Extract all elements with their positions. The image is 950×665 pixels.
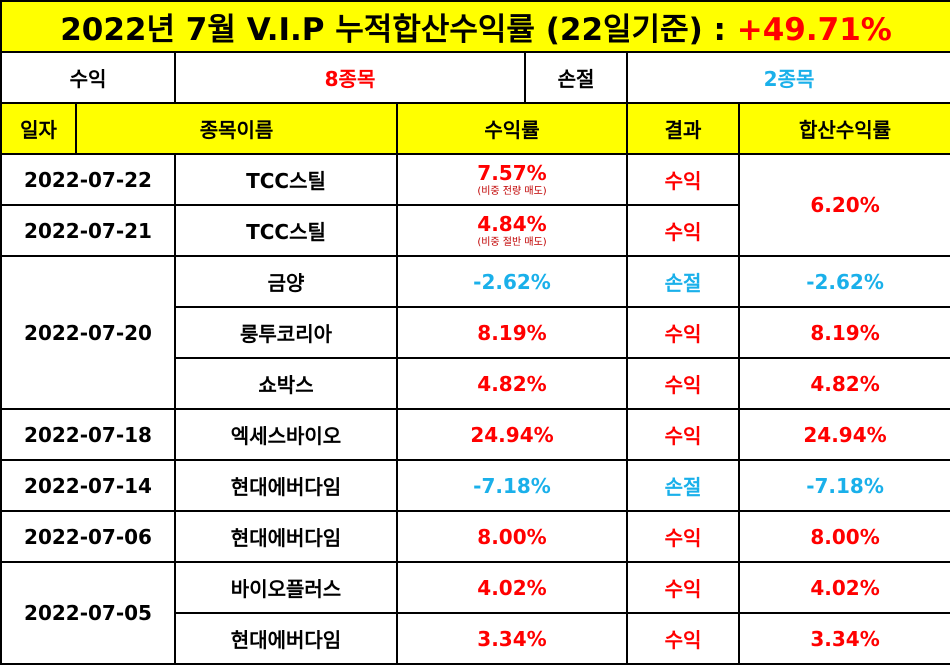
table-row: 2022-07-20 금양 -2.62% 손절 -2.62% — [0, 255, 950, 410]
row-result: 수익 — [626, 153, 740, 206]
summary-row: 수익 8종목 손절 2종목 — [0, 51, 950, 104]
row-combined: 8.00% — [737, 510, 950, 563]
table-row: 2022-07-22 TCC스틸 7.57% (비중 전량 매도) 수익 6.2… — [0, 153, 950, 257]
table-row: 2022-07-06 현대에버다임 8.00% 수익 8.00% — [0, 510, 950, 563]
row-name: 현대에버다임 — [174, 459, 398, 512]
row-name: 금양 — [174, 255, 398, 308]
row-combined: -2.62% — [737, 255, 950, 308]
table-row: 2022-07-14 현대에버다임 -7.18% 손절 -7.18% — [0, 459, 950, 512]
row-name: 현대에버다임 — [174, 510, 398, 563]
row-name: 쇼박스 — [174, 357, 398, 410]
row-date: 2022-07-14 — [0, 459, 176, 512]
header-date: 일자 — [0, 102, 77, 155]
row-combined: -7.18% — [737, 459, 950, 512]
row-date: 2022-07-18 — [0, 408, 176, 461]
row-rate: 8.00% — [396, 510, 628, 563]
title-text: 2022년 7월 V.I.P 누적합산수익률 (22일기준) : — [60, 12, 737, 48]
row-name: 현대에버다임 — [174, 612, 398, 665]
row-result: 수익 — [626, 612, 740, 665]
header-row: 일자 종목이름 수익률 결과 합산수익률 — [0, 102, 950, 155]
header-result: 결과 — [626, 102, 740, 155]
header-combined: 합산수익률 — [737, 102, 950, 155]
row-result: 수익 — [626, 204, 740, 257]
row-rate: 8.19% — [396, 306, 628, 359]
row-name: TCC스틸 — [174, 153, 398, 206]
row-date: 2022-07-06 — [0, 510, 176, 563]
header-name: 종목이름 — [75, 102, 398, 155]
table-row: 2022-07-05 바이오플러스 4.02% 수익 4.02% — [0, 561, 950, 665]
row-rate: 4.02% — [396, 561, 628, 614]
row-rate-note: (비중 절반 매도) — [477, 236, 547, 248]
row-rate: 7.57% — [477, 160, 547, 185]
page-title: 2022년 7월 V.I.P 누적합산수익률 (22일기준) : +49.71% — [0, 0, 950, 53]
profit-count: 8종목 — [174, 51, 526, 104]
total-return: +49.71% — [736, 12, 892, 48]
row-combined: 4.82% — [737, 357, 950, 410]
table-row: 룽투코리아 8.19% 수익 8.19% — [1, 306, 950, 359]
row-combined: 24.94% — [737, 408, 950, 461]
row-result: 손절 — [626, 255, 740, 308]
row-combined: 4.02% — [737, 561, 950, 614]
row-rate: -2.62% — [396, 255, 628, 308]
header-rate: 수익률 — [396, 102, 628, 155]
table-row: 2022-07-21 TCC스틸 4.84% (비중 절반 매도) 수익 — [0, 204, 950, 257]
profit-label: 수익 — [0, 51, 176, 104]
row-result: 수익 — [626, 357, 740, 410]
row-result: 손절 — [626, 459, 740, 512]
row-date: 2022-07-21 — [0, 204, 176, 257]
row-date: 2022-07-20 — [0, 255, 176, 410]
row-rate: -7.18% — [396, 459, 628, 512]
row-result: 수익 — [626, 510, 740, 563]
row-name: 바이오플러스 — [174, 561, 398, 614]
row-result: 수익 — [626, 561, 740, 614]
row-rate-cell: 7.57% (비중 전량 매도) — [396, 153, 628, 206]
title-row: 2022년 7월 V.I.P 누적합산수익률 (22일기준) : +49.71% — [0, 0, 950, 53]
table-row: 2022-07-18 엑세스바이오 24.94% 수익 24.94% — [0, 408, 950, 461]
row-rate-note: (비중 전량 매도) — [477, 185, 547, 197]
row-rate: 24.94% — [396, 408, 628, 461]
row-rate: 4.84% — [477, 211, 547, 236]
table-row: 현대에버다임 3.34% 수익 3.34% — [1, 612, 950, 665]
row-combined: 8.19% — [737, 306, 950, 359]
row-name: 룽투코리아 — [174, 306, 398, 359]
row-result: 수익 — [626, 306, 740, 359]
loss-label: 손절 — [524, 51, 628, 104]
row-combined: 3.34% — [737, 612, 950, 665]
row-date: 2022-07-05 — [0, 561, 176, 665]
row-name: TCC스틸 — [174, 204, 398, 257]
row-date: 2022-07-22 — [0, 153, 176, 206]
row-rate-cell: 4.84% (비중 절반 매도) — [396, 204, 628, 257]
row-result: 수익 — [626, 408, 740, 461]
row-rate: 4.82% — [396, 357, 628, 410]
table-row: 쇼박스 4.82% 수익 4.82% — [1, 357, 950, 410]
row-rate: 3.34% — [396, 612, 628, 665]
row-name: 엑세스바이오 — [174, 408, 398, 461]
loss-count: 2종목 — [625, 51, 950, 104]
row-combined: 6.20% — [737, 153, 950, 257]
